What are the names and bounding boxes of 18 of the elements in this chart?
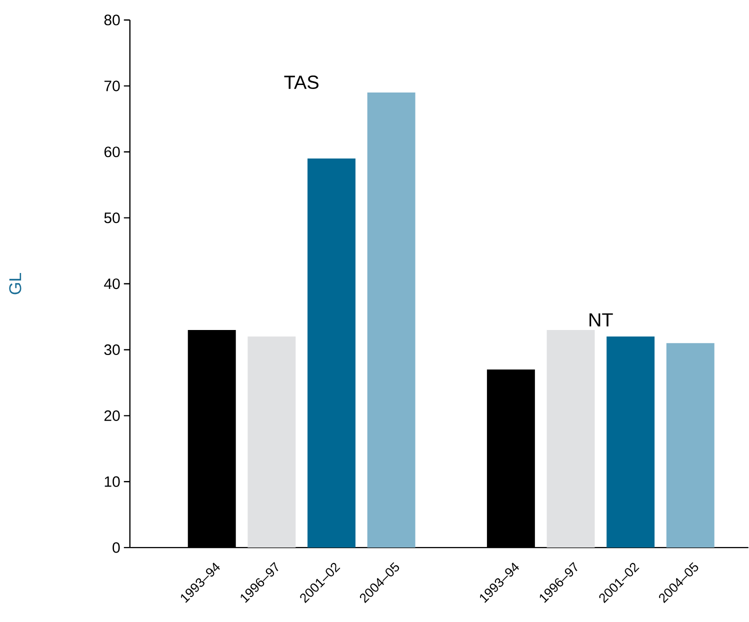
bar xyxy=(308,158,356,548)
bar xyxy=(606,336,655,548)
annotation: NT xyxy=(590,314,613,327)
bar xyxy=(367,92,416,548)
bar xyxy=(248,336,296,548)
y-tick-label: 60 xyxy=(104,146,120,158)
y-tick-label: 30 xyxy=(104,344,120,356)
bar xyxy=(666,343,714,548)
bar xyxy=(546,330,595,548)
y-tick-label: 10 xyxy=(104,476,120,488)
y-tick-label: 70 xyxy=(104,80,120,92)
y-tick-label: 80 xyxy=(104,14,120,26)
y-axis-title: GL xyxy=(9,273,22,294)
y-tick-label: 40 xyxy=(104,278,120,290)
y-tick-label: 50 xyxy=(104,212,120,224)
annotation: TAS xyxy=(284,76,318,90)
y-tick-label: 20 xyxy=(104,410,120,422)
y-tick-label: 0 xyxy=(112,542,120,554)
